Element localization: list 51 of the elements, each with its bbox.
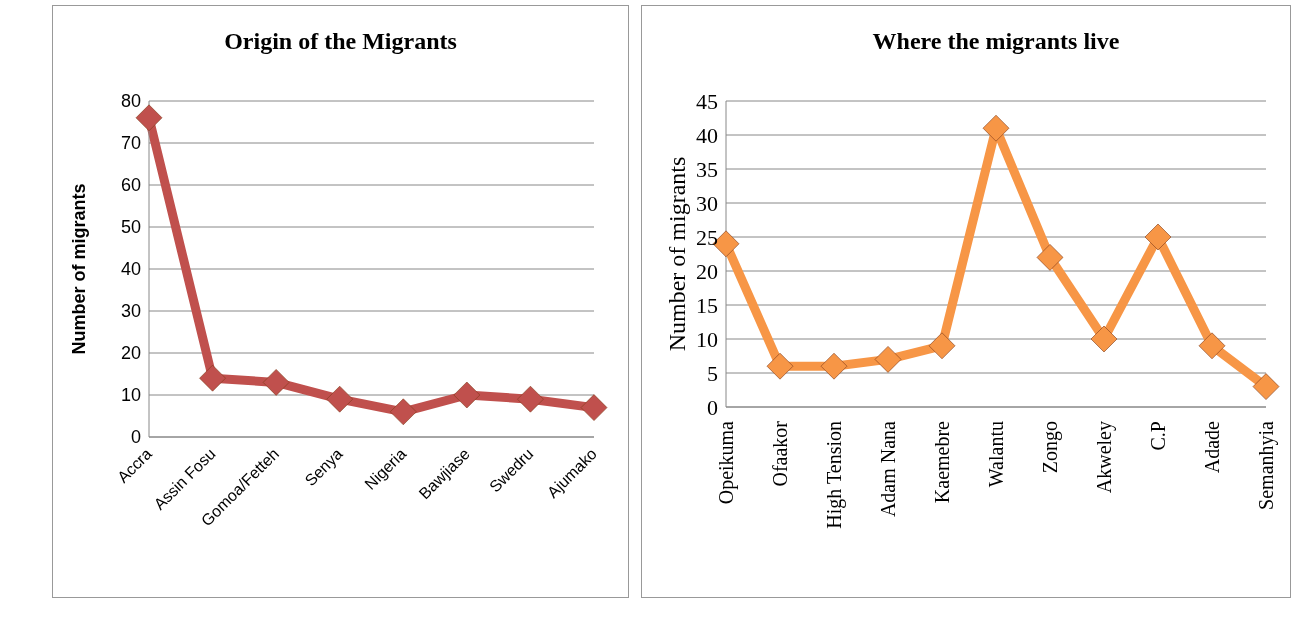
point <box>1144 223 1172 251</box>
x-tick-label: Zongo <box>1039 421 1062 474</box>
y-tick-label: 20 <box>696 258 718 284</box>
x-tick-label: High Tension <box>823 421 846 529</box>
point <box>326 385 354 413</box>
y-tick-label: 40 <box>696 122 718 148</box>
y-tick-label: 10 <box>120 385 141 406</box>
y-tick-label: 0 <box>130 427 141 448</box>
y-axis-title: Number of migrants <box>69 183 90 355</box>
point <box>766 352 794 380</box>
y-tick-label: 60 <box>120 175 141 196</box>
y-tick-label: 10 <box>696 326 718 352</box>
x-tick-label: Adade <box>1201 420 1223 474</box>
chart-title: Origin of the Migrants <box>223 28 458 55</box>
point <box>982 114 1010 142</box>
y-axis-title: Number of migrants <box>663 156 690 352</box>
y-tick-label: 0 <box>707 394 718 420</box>
point <box>1252 373 1280 400</box>
y-tick-label: 40 <box>120 259 141 280</box>
x-tick-label: Walantu <box>985 421 1007 488</box>
point <box>820 352 848 380</box>
y-tick-label: 35 <box>696 156 718 182</box>
x-tick-label: Opeikuma <box>715 420 738 505</box>
point <box>262 369 290 396</box>
y-tick-label: 50 <box>120 217 141 238</box>
point <box>517 385 544 413</box>
point <box>580 394 608 421</box>
point <box>389 398 417 426</box>
y-tick-label: 20 <box>120 343 141 364</box>
y-tick-label: 30 <box>696 190 718 216</box>
point <box>199 364 226 392</box>
y-tick-label: 30 <box>120 301 141 322</box>
point <box>928 332 956 360</box>
x-tick-label: C.P <box>1147 421 1169 451</box>
y-tick-label: 15 <box>696 292 718 318</box>
point <box>1036 244 1064 271</box>
y-tick-label: 45 <box>696 88 718 114</box>
x-tick-label: Adam Nana <box>877 420 899 518</box>
x-tick-label: Akweley <box>1093 421 1116 494</box>
x-tick-label: Semanhyia <box>1255 420 1278 510</box>
y-tick-label: 80 <box>120 91 141 112</box>
y-tick-label: 70 <box>120 133 141 154</box>
y-tick-label: 5 <box>707 360 718 386</box>
chart-title: Where the migrants live <box>871 28 1121 55</box>
point <box>1198 332 1226 360</box>
x-tick-label: Kaemebre <box>931 420 953 504</box>
y-tick-label: 25 <box>696 224 718 250</box>
point <box>874 346 902 373</box>
x-tick-label: Ofaakor <box>769 420 791 487</box>
point <box>453 381 481 409</box>
point <box>1090 325 1118 353</box>
